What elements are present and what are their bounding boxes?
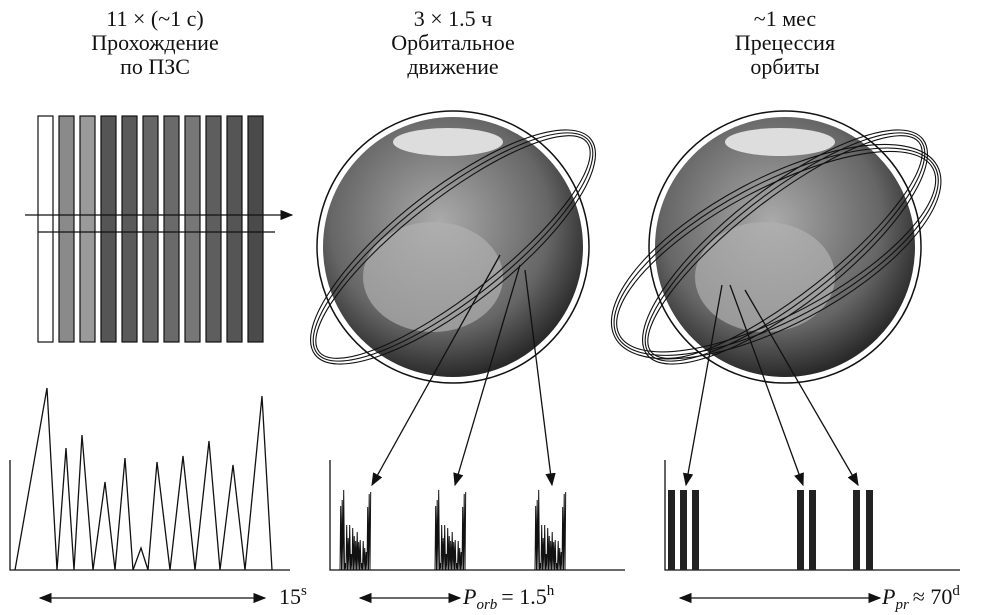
signal-burst	[680, 490, 687, 570]
panel-title: по ПЗС	[120, 54, 190, 79]
pointer	[371, 254, 501, 487]
land	[695, 222, 835, 332]
scale-text: ≈ 70	[913, 584, 953, 609]
signal-burst	[809, 490, 816, 570]
panel-title: Прецессия	[735, 30, 835, 55]
pointer	[524, 269, 556, 487]
ccd-strip	[226, 115, 243, 343]
ccd-strip	[37, 115, 54, 343]
orbit	[644, 132, 926, 362]
ccd-strip	[205, 115, 222, 343]
orbit	[315, 135, 591, 359]
signal-burst	[853, 490, 860, 570]
panel-title: Прохождение	[91, 30, 218, 55]
land	[363, 222, 503, 332]
orbit	[312, 132, 594, 362]
pointer	[453, 264, 521, 487]
pointer	[682, 284, 723, 487]
scale-superscript: h	[547, 583, 555, 599]
panel-title: орбиты	[750, 54, 820, 79]
orbit	[610, 143, 942, 360]
pointer	[729, 284, 804, 487]
signal-burst	[668, 490, 675, 570]
signal-burst	[692, 490, 699, 570]
scale-superscript: d	[952, 583, 960, 599]
panel-title: движение	[407, 54, 498, 79]
orbit	[309, 129, 597, 365]
signal-burst	[534, 489, 567, 571]
scale-subscript: pr	[894, 597, 909, 613]
panel-title: 11 × (~1 с)	[106, 6, 203, 31]
panel-title: ~1 мес	[754, 6, 817, 31]
orbit	[616, 150, 937, 353]
signal-burst	[866, 490, 873, 570]
signal-burst	[434, 489, 467, 571]
signal-axis	[664, 460, 960, 571]
scale-superscript: s	[301, 583, 307, 599]
ice	[393, 128, 503, 156]
scale-label: Porb = 1.5h	[462, 583, 555, 613]
ccd-strip	[142, 115, 159, 343]
signal-axis	[9, 460, 290, 571]
scale-symbol: P	[881, 584, 895, 609]
ice	[725, 128, 835, 156]
scale-label: 15s	[279, 583, 307, 609]
ccd-strip	[100, 115, 117, 343]
scale-symbol: P	[462, 584, 476, 609]
signal-axis	[329, 460, 625, 571]
signal-burst	[797, 490, 804, 570]
scale-text: = 1.5	[501, 584, 546, 609]
ccd-strip	[79, 115, 96, 343]
ccd-strip	[163, 115, 180, 343]
scale-text: 15	[279, 584, 301, 609]
signal	[14, 387, 273, 571]
signal-burst	[339, 489, 372, 571]
illustration	[9, 110, 960, 604]
orbit	[613, 147, 939, 356]
ccd-strip	[58, 115, 75, 343]
ccd-strip	[247, 115, 264, 343]
ccd-strip	[121, 115, 138, 343]
scale-label: Ppr ≈ 70d	[881, 583, 960, 613]
orbit	[641, 129, 929, 365]
panel-title: Орбитальное	[391, 30, 515, 55]
ccd-strip	[184, 115, 201, 343]
scale-subscript: orb	[476, 597, 497, 613]
panel-title: 3 × 1.5 ч	[414, 6, 492, 31]
pointer	[744, 289, 859, 487]
